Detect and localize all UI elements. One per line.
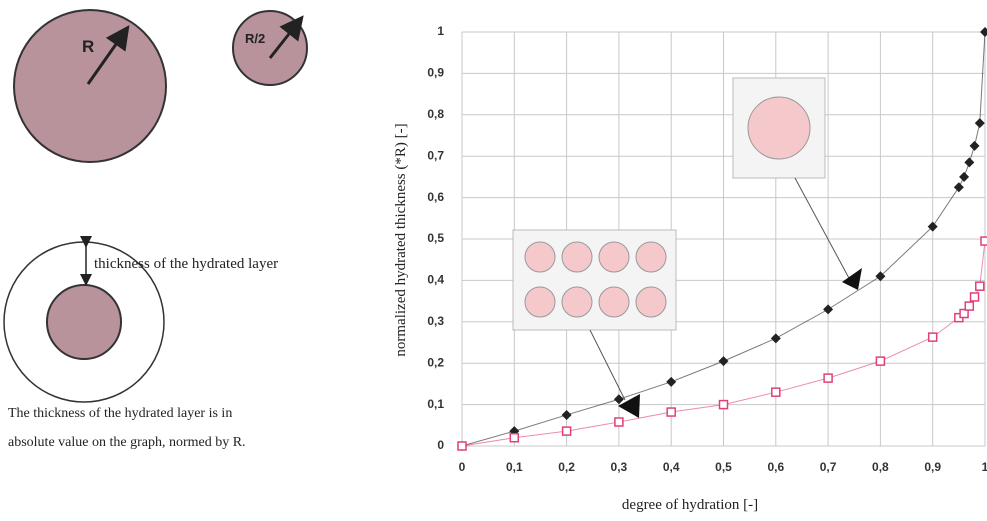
diamond-marker bbox=[953, 182, 964, 193]
y-tick-label: 1 bbox=[437, 24, 444, 38]
inset-particle bbox=[747, 96, 811, 160]
inset-particle bbox=[635, 286, 667, 318]
particle-r bbox=[13, 9, 167, 163]
diamond-marker bbox=[969, 140, 980, 151]
square-marker bbox=[509, 432, 520, 443]
diamond-marker bbox=[927, 221, 938, 232]
pointer-head bbox=[618, 394, 640, 418]
series-line bbox=[461, 31, 986, 447]
inset-particle bbox=[598, 241, 630, 273]
caption: absolute value on the graph, normed by R… bbox=[8, 435, 246, 450]
y-tick-label: 0,1 bbox=[427, 397, 444, 411]
x-tick-label: 0,2 bbox=[558, 460, 575, 474]
y-tick-label: 0,3 bbox=[427, 314, 444, 328]
radius-label: R bbox=[82, 37, 94, 56]
x-tick-label: 0 bbox=[459, 460, 466, 474]
inset-particle bbox=[524, 286, 556, 318]
x-axis-label: degree of hydration [-] bbox=[622, 497, 758, 513]
y-tick-label: 0,2 bbox=[427, 355, 444, 369]
y-tick-label: 0,6 bbox=[427, 190, 444, 204]
x-tick-label: 0,3 bbox=[611, 460, 628, 474]
pointer bbox=[794, 177, 851, 281]
layer-label: thickness of the hydrated layer bbox=[94, 256, 278, 272]
core bbox=[46, 284, 122, 360]
x-tick-label: 0,1 bbox=[506, 460, 523, 474]
diamond-marker bbox=[974, 118, 985, 129]
y-tick-label: 0 bbox=[437, 438, 444, 452]
inset-particle bbox=[561, 241, 593, 273]
square-marker bbox=[959, 308, 969, 319]
pointer-head bbox=[842, 268, 862, 290]
diamond-marker bbox=[770, 333, 781, 344]
diamond-marker bbox=[823, 304, 834, 315]
diamond-marker bbox=[666, 376, 677, 387]
radius-arrow bbox=[268, 15, 304, 59]
y-tick-label: 0,8 bbox=[427, 107, 444, 121]
y-tick-label: 0,7 bbox=[427, 148, 444, 162]
diamond-marker bbox=[613, 394, 624, 405]
square-marker bbox=[980, 236, 987, 246]
y-axis-label: normalized hydrated thickness (*R) [-] bbox=[393, 123, 409, 356]
x-tick-label: 0,6 bbox=[767, 460, 784, 474]
square-marker bbox=[875, 356, 886, 366]
diamond-marker bbox=[875, 271, 886, 282]
x-tick-label: 1 bbox=[982, 460, 987, 474]
radius-label: R/2 bbox=[245, 31, 265, 46]
x-tick-label: 0,5 bbox=[715, 460, 732, 474]
inset-particle bbox=[561, 286, 593, 318]
square-marker bbox=[823, 373, 833, 383]
y-tick-label: 0,5 bbox=[427, 231, 444, 245]
diamond-marker bbox=[718, 356, 729, 367]
square-marker bbox=[614, 417, 624, 427]
x-tick-label: 0,4 bbox=[663, 460, 680, 474]
diamond-marker bbox=[980, 27, 987, 37]
square-marker bbox=[964, 301, 975, 311]
square-marker bbox=[927, 332, 938, 342]
insets bbox=[512, 77, 862, 418]
x-tick-label: 0,8 bbox=[872, 460, 889, 474]
square-marker bbox=[457, 441, 467, 451]
plot: 0 0,1 0,2 0,3 0,4 0,5 0,6 0,7 0,8 0,9 1 0 0,1 0,2 0,3 0… bbox=[427, 24, 987, 474]
diamond-marker bbox=[561, 409, 572, 420]
square-marker bbox=[771, 387, 781, 397]
radius-arrow bbox=[86, 25, 130, 85]
caption: The thickness of the hydrated layer is i… bbox=[8, 406, 232, 421]
diamond-marker bbox=[959, 171, 970, 182]
square-marker bbox=[666, 407, 676, 417]
inset-particle bbox=[635, 241, 667, 273]
inset-particle bbox=[524, 241, 556, 273]
y-tick-label: 0,9 bbox=[427, 66, 444, 80]
diamond-marker bbox=[964, 157, 975, 168]
x-tick-label: 0,7 bbox=[820, 460, 837, 474]
pointer bbox=[589, 329, 626, 401]
y-tick-label: 0,4 bbox=[427, 273, 444, 287]
square-marker bbox=[561, 426, 572, 436]
square-marker bbox=[718, 399, 729, 410]
square-marker bbox=[975, 281, 985, 291]
inset-particle bbox=[598, 286, 630, 318]
particle-r2 bbox=[232, 10, 308, 86]
square-marker bbox=[969, 292, 980, 302]
x-tick-label: 0,9 bbox=[924, 460, 941, 474]
